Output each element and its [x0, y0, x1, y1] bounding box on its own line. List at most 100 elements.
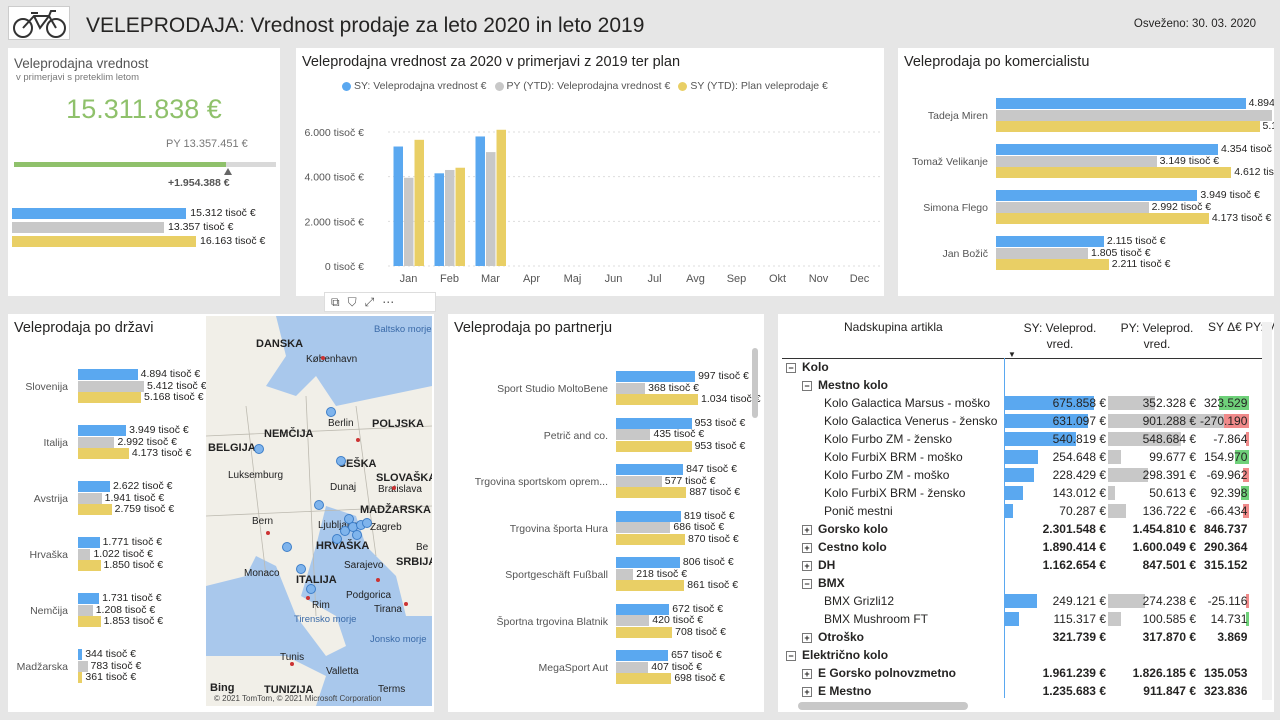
map-bubble[interactable] [296, 564, 306, 574]
chart-bar[interactable] [434, 173, 445, 266]
collapse-icon[interactable]: − [786, 650, 796, 661]
category-bar[interactable] [616, 580, 685, 591]
legend-item[interactable]: PY (YTD): Veleprodajna vrednost € [494, 80, 670, 92]
category-bar[interactable] [78, 537, 100, 548]
matrix-row[interactable]: BMX Grizli12 249.121 € 274.238 € -25.116 [782, 592, 1250, 610]
map-bubble[interactable] [254, 444, 264, 454]
map-bubble[interactable] [332, 534, 342, 544]
europe-map[interactable]: DANSKA København Baltsko morje Berlin POLJSK… [206, 316, 432, 706]
map-bubble[interactable] [362, 518, 372, 528]
matrix-vertical-scrollbar[interactable] [1262, 322, 1272, 700]
matrix-header-py[interactable]: PY: Veleprod. vred. [1120, 321, 1194, 351]
matrix-row[interactable]: − Mestno kolo [782, 376, 1249, 394]
category-bar[interactable] [996, 201, 1149, 213]
matrix-row[interactable]: Ponič mestni 70.287 € 136.722 € -66.434 [782, 502, 1250, 520]
sales-rep-panel[interactable]: Veleprodaja po komercialistu Tadeja Mire… [898, 48, 1274, 296]
map-bubble[interactable] [352, 530, 362, 540]
monthly-chart-panel[interactable]: Veleprodajna vrednost za 2020 v primerja… [296, 48, 884, 296]
matrix-row[interactable]: + E Mestno 1.235.683 € 911.847 € 323.836 [782, 682, 1249, 700]
category-bar[interactable] [996, 121, 1260, 132]
chart-bar[interactable] [414, 139, 425, 266]
category-bar[interactable] [616, 661, 649, 673]
matrix-header-delta[interactable]: SY Δ€ PY: V [1208, 320, 1274, 334]
category-bar[interactable] [616, 615, 650, 626]
matrix-row[interactable]: + Gorsko kolo 2.301.548 € 1.454.810 € 846.73… [782, 520, 1249, 538]
matrix-row[interactable]: + Otroško 321.739 € 317.870 € 3.869 [782, 628, 1249, 646]
matrix-horizontal-scrollbar[interactable] [798, 702, 968, 710]
expand-icon[interactable]: + [802, 542, 812, 553]
category-bar[interactable] [996, 236, 1104, 247]
category-bar[interactable] [78, 548, 91, 560]
category-bar[interactable] [78, 380, 144, 392]
legend-item[interactable]: SY (YTD): Plan veleprodaje € [678, 80, 828, 92]
chart-bar[interactable] [475, 136, 486, 266]
category-bar[interactable] [996, 98, 1246, 109]
category-bar[interactable] [616, 510, 681, 522]
category-bar[interactable] [78, 560, 101, 571]
category-bar[interactable] [78, 392, 142, 403]
category-bar[interactable] [616, 394, 698, 405]
category-bar[interactable] [78, 481, 110, 492]
category-bar[interactable] [78, 425, 127, 436]
map-bubble[interactable] [336, 456, 346, 466]
matrix-row[interactable]: + Cestno kolo 1.890.414 € 1.600.049 € 290.36… [782, 538, 1249, 556]
matrix-row[interactable]: − Električno kolo [782, 646, 1249, 664]
kpi-bar[interactable] [12, 236, 196, 247]
category-bar[interactable] [616, 417, 692, 429]
kpi-bar[interactable] [12, 208, 187, 219]
matrix-header-sy[interactable]: SY: Veleprod. vred. [1023, 321, 1097, 351]
matrix-row[interactable]: + DH 1.162.654 € 847.501 € 315.152 [782, 556, 1249, 574]
matrix-row[interactable]: Kolo Furbo ZM - moško 228.429 € 298.391 € -… [782, 466, 1250, 484]
category-bar[interactable] [78, 593, 100, 604]
category-bar[interactable] [616, 626, 673, 638]
expand-icon[interactable]: + [802, 686, 812, 697]
category-bar[interactable] [996, 144, 1219, 155]
category-bar[interactable] [996, 213, 1209, 224]
matrix-row[interactable]: Kolo FurbiX BRM - žensko 143.012 € 50.613 … [782, 484, 1250, 502]
category-bar[interactable] [616, 464, 684, 475]
category-bar[interactable] [78, 504, 112, 515]
chart-bar[interactable] [455, 167, 466, 266]
category-bar[interactable] [616, 650, 669, 661]
category-bar[interactable] [616, 533, 685, 545]
matrix-row[interactable]: + E Gorsko polnovzmetno 1.961.239 € 1.826.1… [782, 664, 1249, 682]
category-bar[interactable] [78, 649, 83, 660]
chart-bar[interactable] [404, 177, 414, 266]
partner-panel[interactable]: Veleprodaja po partnerju Sport Studio Mo… [448, 314, 764, 712]
expand-icon[interactable]: + [802, 524, 812, 535]
category-bar[interactable] [616, 568, 634, 580]
collapse-icon[interactable]: − [786, 362, 796, 373]
kpi-bar[interactable] [12, 222, 165, 233]
matrix-header-group[interactable]: Nadskupina artikla [844, 320, 943, 334]
category-bar[interactable] [78, 672, 83, 683]
category-bar[interactable] [616, 603, 670, 615]
matrix-row[interactable]: BMX Mushroom FT 115.317 € 100.585 € 14.731 [782, 610, 1250, 628]
category-bar[interactable] [78, 616, 101, 627]
category-bar[interactable] [996, 259, 1109, 270]
category-bar[interactable] [616, 487, 687, 498]
category-bar[interactable] [616, 673, 672, 684]
matrix-row[interactable]: Kolo FurbiX BRM - moško 254.648 € 99.677 €… [782, 448, 1250, 466]
collapse-icon[interactable]: − [802, 380, 812, 391]
category-bar[interactable] [78, 448, 129, 459]
legend-item[interactable]: SY: Veleprodajna vrednost € [342, 80, 487, 92]
country-panel[interactable]: Veleprodaja po državi Slovenija 4.894 tis… [8, 314, 434, 712]
category-bar[interactable] [996, 155, 1157, 167]
collapse-icon[interactable]: − [802, 578, 812, 589]
chart-bar[interactable] [393, 146, 404, 266]
more-options-icon[interactable]: ⋯ [382, 295, 395, 309]
matrix-row[interactable]: Kolo Galactica Marsus - moško 675.858 € 35… [782, 394, 1250, 412]
map-bubble[interactable] [306, 584, 316, 594]
map-bubble[interactable] [314, 500, 324, 510]
copy-icon[interactable]: ⧉ [331, 294, 340, 309]
category-bar[interactable] [616, 382, 646, 394]
product-matrix-panel[interactable]: Nadskupina artikla SY: Veleprod. vred. ▼… [778, 314, 1274, 712]
map-bubble[interactable] [326, 407, 336, 417]
category-bar[interactable] [616, 522, 671, 533]
category-bar[interactable] [78, 660, 88, 672]
map-bubble[interactable] [282, 542, 292, 552]
kpi-card[interactable]: Veleprodajna vrednost v primerjavi s pre… [8, 48, 280, 296]
category-bar[interactable] [78, 604, 93, 616]
category-bar[interactable] [78, 492, 102, 504]
category-bar[interactable] [78, 369, 138, 380]
